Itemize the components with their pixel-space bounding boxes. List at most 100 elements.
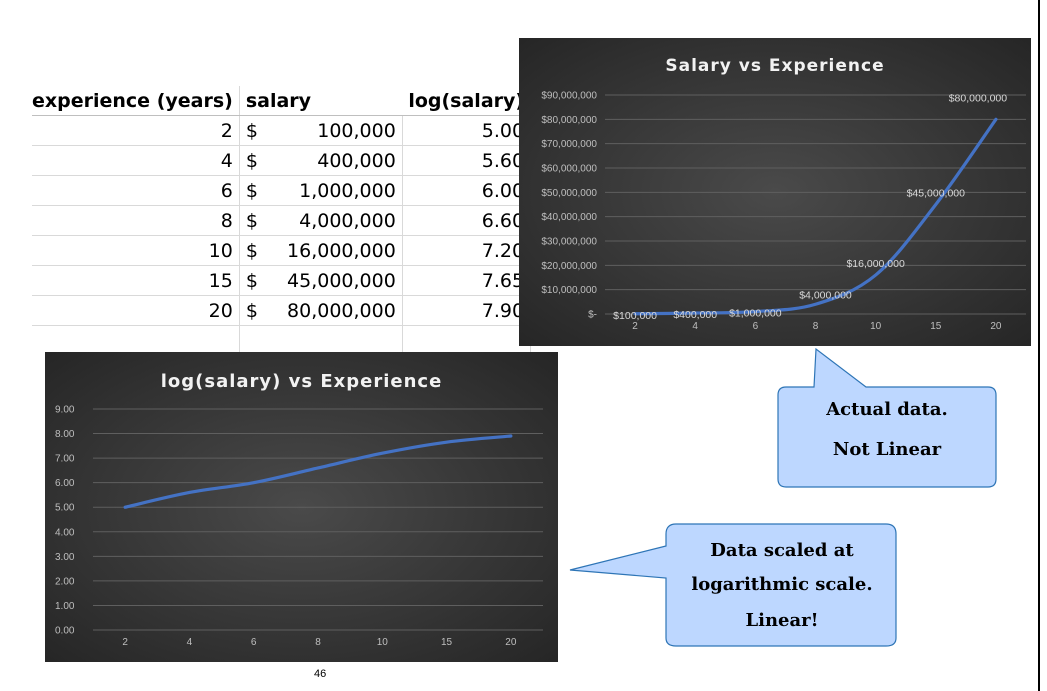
header-salary: salary <box>239 86 403 116</box>
callout-bottom-bubble <box>569 523 897 647</box>
table-row: 8 $4,000,000 6.60 <box>32 205 532 236</box>
y-tick-label: $10,000,000 <box>541 285 597 296</box>
header-experience: experience (years) <box>32 86 240 116</box>
callout-top-line-2: Not Linear <box>832 439 942 460</box>
y-tick-label: $80,000,000 <box>541 115 597 126</box>
y-tick-label: $50,000,000 <box>541 188 597 199</box>
callout-bottom-line-2: logarithmic scale. <box>691 574 873 595</box>
cell-currency: $ <box>239 175 272 206</box>
y-tick-label: $20,000,000 <box>541 261 597 272</box>
x-tick-label: 8 <box>315 637 321 648</box>
log-salary-vs-experience-chart: log(salary) vs Experience 0.00 1.00 2.00 3.0… <box>45 352 558 662</box>
cell-salary: 45,000,000 <box>271 265 403 296</box>
cell-currency: $ <box>239 205 272 236</box>
y-tick-label: $70,000,000 <box>541 139 597 150</box>
cell-empty <box>402 325 532 352</box>
y-tick-label: $90,000,000 <box>541 91 597 102</box>
data-label: $80,000,000 <box>949 92 1008 104</box>
y-tick-label: 4.00 <box>55 527 75 538</box>
cell-currency: $ <box>239 295 272 326</box>
log-salary-chart-svg: log(salary) vs Experience 0.00 1.00 2.00 3.0… <box>45 352 558 662</box>
salary-table: experience (years) salary log(salary) 2 $… <box>32 86 532 353</box>
cell-experience: 15 <box>32 265 240 296</box>
x-tick-label: 10 <box>870 321 882 332</box>
table-row: 20 $80,000,000 7.90 <box>32 295 532 326</box>
cell-log-salary: 5.60 <box>402 145 532 176</box>
y-tick-label: $40,000,000 <box>541 212 597 223</box>
table-row: 2 $100,000 5.00 <box>32 115 532 146</box>
y-tick-label: 6.00 <box>55 478 75 489</box>
cell-empty <box>32 325 240 352</box>
data-label: $400,000 <box>673 309 717 321</box>
y-tick-label: 2.00 <box>55 576 75 587</box>
cell-log-salary: 7.65 <box>402 265 532 296</box>
x-tick-label: 4 <box>692 321 698 332</box>
series-line <box>633 117 998 316</box>
data-label: $16,000,000 <box>846 258 905 270</box>
table-row: 6 $1,000,000 6.00 <box>32 175 532 206</box>
y-tick-label: 0.00 <box>55 626 75 637</box>
cell-currency: $ <box>239 115 272 146</box>
cell-experience: 4 <box>32 145 240 176</box>
y-tick-label: $- <box>588 310 597 321</box>
cell-salary: 1,000,000 <box>271 175 403 206</box>
x-tick-label: 4 <box>187 637 193 648</box>
table-row: 10 $16,000,000 7.20 <box>32 235 532 266</box>
page-right-border <box>1038 0 1040 691</box>
chart-title: log(salary) vs Experience <box>161 371 443 392</box>
cell-experience: 6 <box>32 175 240 206</box>
y-tick-label: $30,000,000 <box>541 237 597 248</box>
x-tick-label: 15 <box>441 637 453 648</box>
page-number: 46 <box>314 668 327 680</box>
x-tick-label: 6 <box>251 637 257 648</box>
cell-salary: 100,000 <box>271 115 403 146</box>
cell-log-salary: 5.00 <box>402 115 532 146</box>
cell-currency: $ <box>239 235 272 266</box>
cell-log-salary: 7.90 <box>402 295 532 326</box>
cell-experience: 2 <box>32 115 240 146</box>
callout-not-linear: Actual data. Not Linear <box>776 347 998 488</box>
callout-linear: Data scaled at logarithmic scale. Linear… <box>568 522 898 648</box>
x-tick-label: 10 <box>377 637 389 648</box>
cell-log-salary: 7.20 <box>402 235 532 266</box>
cell-currency: $ <box>239 265 272 296</box>
table-row-empty <box>32 325 532 353</box>
cell-experience: 8 <box>32 205 240 236</box>
callout-top-line-1: Actual data. <box>826 399 948 420</box>
cell-currency: $ <box>239 145 272 176</box>
cell-salary: 400,000 <box>271 145 403 176</box>
cell-experience: 10 <box>32 235 240 266</box>
x-tick-label: 15 <box>930 321 942 332</box>
x-tick-label: 20 <box>990 321 1002 332</box>
x-tick-label: 2 <box>122 637 128 648</box>
y-tick-label: $60,000,000 <box>541 164 597 175</box>
cell-log-salary: 6.60 <box>402 205 532 236</box>
cell-salary: 4,000,000 <box>271 205 403 236</box>
cell-salary: 80,000,000 <box>271 295 403 326</box>
y-tick-label: 5.00 <box>55 503 75 514</box>
cell-empty <box>239 326 272 353</box>
data-label: $4,000,000 <box>799 289 852 301</box>
cell-log-salary: 6.00 <box>402 175 532 206</box>
cell-experience: 20 <box>32 295 240 326</box>
x-tick-label: 2 <box>632 321 638 332</box>
header-log-salary: log(salary) <box>402 86 532 116</box>
table-header-row: experience (years) salary log(salary) <box>32 86 532 116</box>
cell-empty <box>271 325 403 352</box>
x-tick-label: 6 <box>753 321 759 332</box>
callout-bottom-shape <box>569 523 897 647</box>
callout-bottom-line-1: Data scaled at <box>710 540 854 561</box>
y-tick-label: 1.00 <box>55 601 75 612</box>
salary-chart-svg: Salary vs Experience $- $10,000,000 $20,000… <box>519 38 1031 346</box>
y-tick-label: 7.00 <box>55 454 75 465</box>
data-label: $100,000 <box>613 310 657 322</box>
y-tick-label: 8.00 <box>55 429 75 440</box>
table-row: 4 $400,000 5.60 <box>32 145 532 176</box>
data-label: $45,000,000 <box>907 188 966 200</box>
callout-bottom-line-3: Linear! <box>745 610 819 631</box>
salary-vs-experience-chart: Salary vs Experience $- $10,000,000 $20,000… <box>519 38 1031 346</box>
callout-top-bubble <box>777 347 997 488</box>
x-tick-label: 8 <box>813 321 819 332</box>
table-row: 15 $45,000,000 7.65 <box>32 265 532 296</box>
callout-top-shape <box>777 347 997 488</box>
